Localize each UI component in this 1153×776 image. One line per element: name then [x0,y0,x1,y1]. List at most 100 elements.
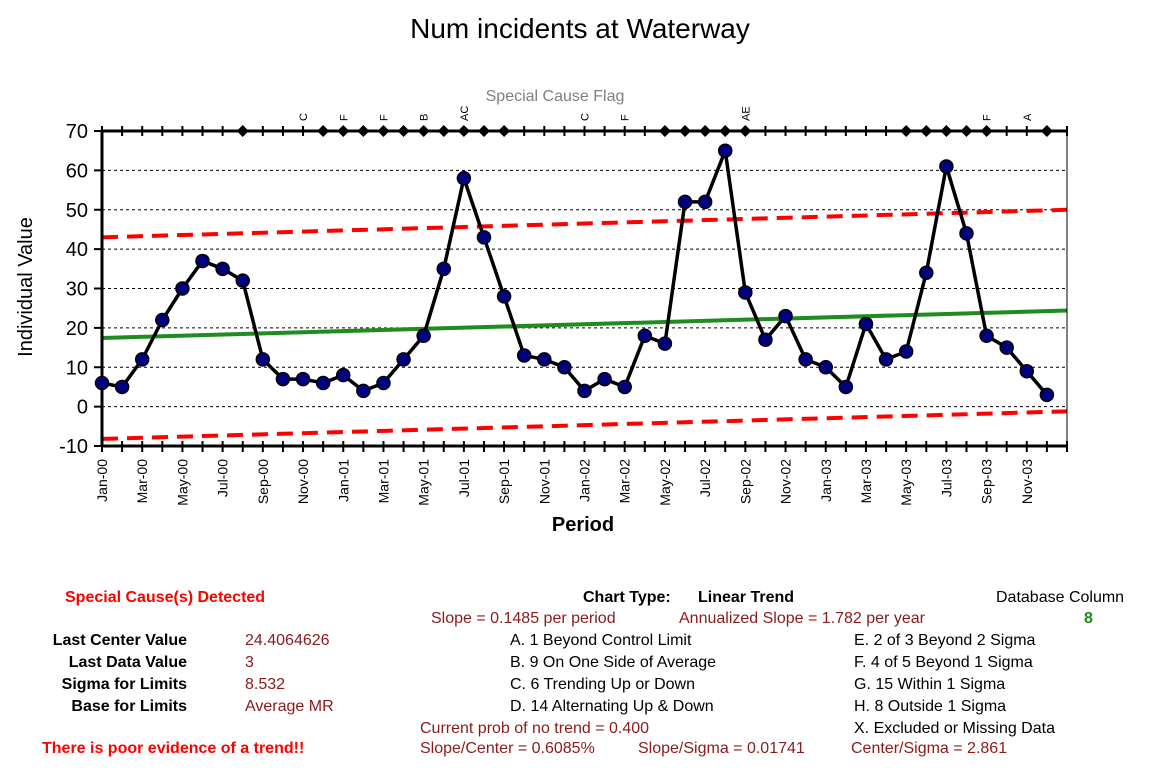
special-cause-flag-label: C [580,113,592,121]
series-layer [94,143,1055,403]
slope-center: Slope/Center = 0.6085% [420,740,595,757]
flag-diamond [317,125,330,137]
rule-e: E. 2 of 3 Beyond 2 Sigma [854,632,1036,649]
x-tick-label: Jan-03 [818,459,834,502]
slope-text: Slope = 0.1485 per period [431,610,616,627]
x-tick-label: Mar-03 [858,459,874,504]
special-cause-heading: Special Cause(s) Detected [65,589,266,606]
flag-diamond [236,125,249,137]
flag-diamond [940,125,953,137]
data-point [697,194,713,210]
flag-diamond [980,125,993,137]
y-tick-label: 70 [66,121,88,143]
special-cause-flag-label: AE [740,106,752,121]
data-point [858,316,874,332]
rule-x: X. Excluded or Missing Data [854,720,1055,737]
chart-type-value: Linear Trend [698,589,795,606]
y-tick-label: 50 [66,200,88,222]
data-point [878,352,894,367]
data-point [396,352,411,367]
flag-diamond [477,125,490,137]
x-tick-label: Jan-00 [94,459,110,502]
x-tick-label: May-00 [174,459,190,506]
flags-layer: C F F B AC C F AE F A [236,106,1053,137]
data-point [336,367,351,383]
flag-diamond [417,125,430,137]
y-axis-label: Individual Value [15,217,37,357]
special-cause-flag-label: B [419,114,431,121]
flag-diamond [739,125,752,137]
center-sigma: Center/Sigma = 2.861 [851,740,1008,757]
x-tick-label: Jan-01 [335,459,351,502]
x-tick-label: Nov-01 [536,459,552,504]
rule-c: C. 6 Trending Up or Down [510,676,695,693]
y-tick-label: 10 [66,357,88,379]
x-tick-label: Sep-01 [496,459,512,504]
data-point [677,194,693,210]
x-axis-label: Period [552,514,614,536]
flag-diamond [679,125,692,137]
data-point [516,348,532,363]
x-tick-label: Jul-01 [456,459,472,497]
data-point [738,285,753,300]
special-cause-flag-label: A [1022,113,1034,121]
data-point [919,265,934,280]
info-label-base: Base for Limits [71,698,187,715]
flag-axis-label: Special Cause Flag [486,88,625,105]
x-tick-label: Jul-00 [215,459,231,497]
x-tick-label: Jan-02 [577,459,593,502]
limits-layer [101,207,1068,441]
flag-diamond [377,125,390,137]
data-point [356,383,371,399]
data-point [717,143,733,158]
data-point [175,281,190,296]
flag-diamond [900,125,913,137]
y-tick-label: 30 [66,279,88,301]
data-point [798,352,813,367]
data-point [315,375,331,391]
y-tick-label: 0 [77,397,88,419]
x-tick-label: Jul-03 [938,459,954,497]
x-tick-label: Jul-02 [697,459,713,497]
data-point [496,289,512,304]
flag-diamond [498,125,511,137]
data-point [155,312,170,328]
data-point [898,344,914,359]
data-point [657,336,673,351]
y-tick-label: 40 [66,239,88,261]
database-column-value: 8 [1084,610,1093,627]
data-point [939,159,954,174]
flag-diamond [920,125,933,137]
chart-type-label: Chart Type: [583,589,671,606]
x-tick-label: Mar-01 [375,459,391,504]
rule-a: A. 1 Beyond Control Limit [510,632,692,649]
flag-diamond [437,125,450,137]
y-tick-label: -10 [59,436,88,458]
special-cause-flag-label: F [620,114,632,121]
flag-diamond [357,125,370,137]
data-point [597,371,612,387]
x-tick-label: Sep-02 [737,459,753,504]
flag-diamond [699,125,712,137]
prob-no-trend: Current prob of no trend = 0.400 [420,720,650,737]
data-point [617,379,632,395]
x-tick-label: Sep-03 [979,459,995,504]
data-point [838,379,854,395]
x-tick-label: Nov-00 [295,459,311,504]
info-value-sigma: 8.532 [245,676,286,693]
flag-diamond [397,125,410,137]
special-cause-flag-label: AC [459,106,471,121]
data-point [215,261,230,277]
flag-diamond [457,125,470,137]
data-point [818,360,833,375]
info-value-last-data: 3 [245,654,254,671]
flag-diamond [658,125,671,137]
data-point [959,226,974,241]
flag-diamond [719,125,732,137]
flag-diamond [1040,125,1053,137]
data-point [134,352,150,367]
data-point [195,253,210,269]
special-cause-flag-label: F [338,114,350,121]
data-point [577,383,592,399]
